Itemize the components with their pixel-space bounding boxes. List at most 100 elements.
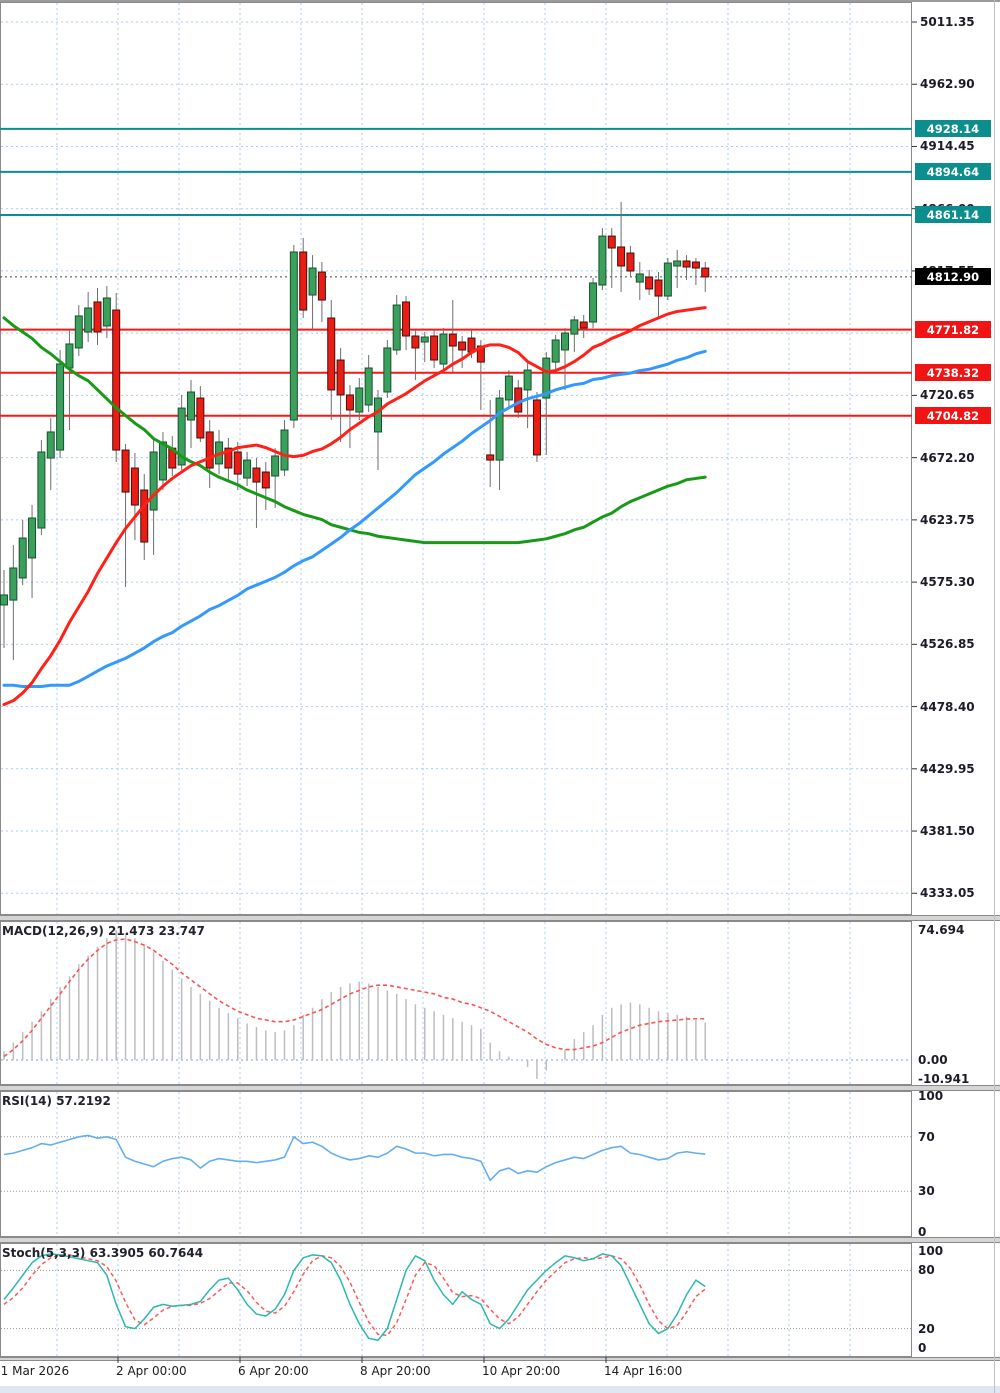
price-axis-label: 4526.85	[920, 637, 975, 652]
time-axis-label: 8 Apr 20:00	[360, 1364, 431, 1378]
panel-separator[interactable]	[0, 915, 1000, 921]
bull-candle	[635, 273, 644, 283]
window-top-edge	[0, 0, 1000, 2]
bear-candle	[626, 252, 635, 272]
bear-candle	[205, 431, 214, 469]
bull-candle	[18, 537, 27, 579]
bull-candle	[56, 363, 65, 451]
bear-candle	[645, 276, 654, 290]
bull-candle	[561, 332, 569, 351]
rsi-axis-label: 70	[918, 1129, 935, 1144]
ma-slow-green-line	[2, 316, 707, 545]
bull-candle	[177, 407, 186, 466]
bull-candle	[495, 397, 504, 461]
bull-candle	[364, 367, 373, 406]
panel-border	[0, 921, 912, 1085]
resistance-badge: 4928.14	[915, 120, 991, 138]
stoch-axis-label: 100	[918, 1244, 944, 1258]
rsi-axis-label: 30	[918, 1184, 935, 1199]
bull-candle	[271, 455, 280, 477]
bull-candle	[439, 333, 448, 365]
bull-candle	[673, 260, 682, 267]
bear-candle	[532, 399, 541, 456]
bull-candle	[243, 459, 252, 479]
bull-candle	[46, 431, 55, 459]
bear-candle	[93, 301, 102, 333]
bear-candle	[224, 447, 233, 469]
bear-candle	[140, 489, 149, 543]
bear-candle	[327, 317, 336, 391]
bull-candle	[280, 429, 289, 471]
time-axis-label: 14 Apr 16:00	[604, 1364, 683, 1378]
price-axis-label: 4914.45	[920, 139, 975, 154]
bull-candle	[663, 262, 672, 297]
bear-candle	[701, 267, 710, 278]
bear-candle	[411, 335, 420, 349]
stoch-axis-label: 20	[918, 1321, 935, 1336]
price-axis-label: 4962.90	[920, 77, 975, 92]
bear-candle	[317, 271, 326, 301]
resistance-badge: 4861.14	[915, 206, 991, 224]
bear-candle	[486, 454, 495, 461]
bear-candle	[121, 449, 130, 493]
stoch-axis-label: 0	[918, 1341, 927, 1355]
bear-candle	[196, 397, 205, 439]
bull-candle	[102, 297, 111, 327]
time-axis-label: 31 Mar 2026	[0, 1364, 70, 1378]
bear-candle	[691, 261, 700, 269]
price-axis-label: 4575.30	[920, 575, 975, 590]
panel-separator[interactable]	[0, 1357, 1000, 1361]
panel-separator[interactable]	[0, 1085, 1000, 1091]
panel-border	[0, 2, 912, 915]
bear-candle	[233, 451, 242, 475]
stoch-axis-label: 80	[918, 1263, 935, 1278]
bear-candle	[607, 235, 616, 249]
bear-candle	[336, 359, 345, 396]
bull-candle	[187, 391, 195, 421]
bear-candle	[514, 387, 523, 413]
macd-axis-label: 0.00	[918, 1053, 948, 1067]
ma-mid-blue-line	[2, 349, 707, 689]
price-axis-label: 4720.65	[920, 388, 975, 403]
price-axis-label: 4333.05	[920, 886, 975, 901]
support-badge: 4704.82	[915, 407, 991, 425]
price-axis-label: 4478.40	[920, 699, 975, 714]
bear-candle	[299, 251, 308, 311]
price-axis-label: 4429.95	[920, 761, 975, 776]
bear-candle	[261, 471, 270, 489]
current-price-badge: 4812.90	[915, 268, 991, 286]
bull-candle	[504, 375, 513, 401]
stoch-d-line	[3, 1254, 706, 1337]
macd-axis-label: 74.694	[918, 922, 965, 937]
rsi-axis-label: 100	[918, 1089, 944, 1103]
rsi-line	[3, 1134, 706, 1182]
bull-candle	[589, 282, 598, 323]
bull-candle	[0, 594, 8, 606]
bear-candle	[430, 335, 439, 361]
bull-candle	[570, 319, 579, 335]
bull-candle	[28, 517, 37, 559]
macd-indicator-label: MACD(12,26,9) 21.473 23.747	[2, 924, 205, 938]
support-badge: 4771.82	[915, 321, 991, 339]
bull-candle	[542, 357, 551, 399]
bull-candle	[523, 369, 532, 391]
bear-candle	[682, 260, 691, 268]
stoch-indicator-label: Stoch(5,3,3) 63.3905 60.7644	[2, 1246, 204, 1260]
bear-candle	[345, 394, 354, 411]
stoch-k-line	[3, 1253, 706, 1341]
time-axis-label: 6 Apr 20:00	[238, 1364, 309, 1378]
rsi-axis-label: 0	[918, 1225, 927, 1239]
price-axis-label: 4672.20	[920, 450, 975, 465]
bull-candle	[74, 315, 83, 349]
bull-candle	[149, 451, 158, 511]
bear-candle	[579, 321, 588, 329]
ma-fast-red-line	[2, 306, 707, 707]
bear-candle	[130, 467, 139, 506]
panel-separator[interactable]	[0, 1237, 1000, 1243]
macd-axis-label: -10.941	[918, 1072, 970, 1087]
bear-candle	[402, 301, 411, 337]
bear-candle	[252, 467, 261, 483]
bull-candle	[383, 347, 392, 393]
